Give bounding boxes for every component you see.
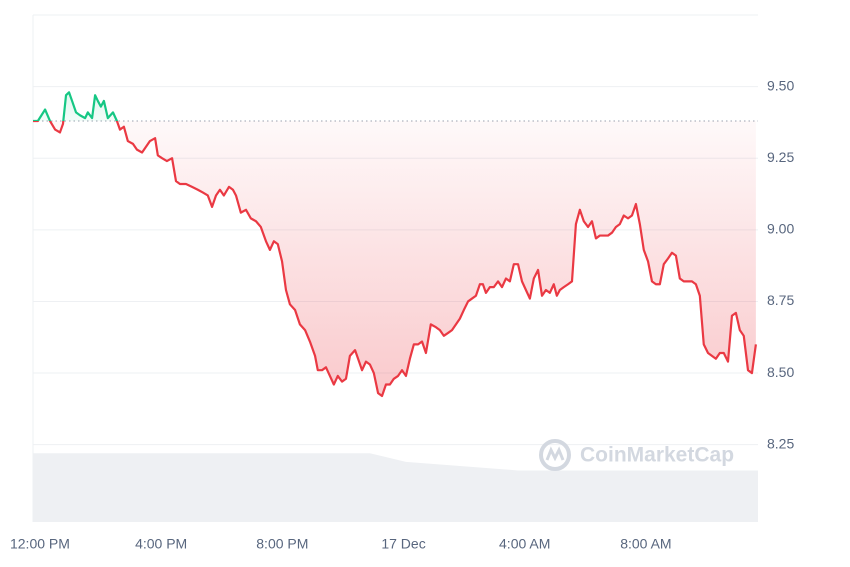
y-tick-label: 9.00	[767, 221, 794, 237]
y-tick-label: 8.25	[767, 435, 794, 451]
x-tick-label: 4:00 PM	[135, 536, 187, 552]
watermark-logo	[539, 439, 571, 471]
y-tick-label: 8.50	[767, 364, 794, 380]
y-tick-label: 9.25	[767, 149, 794, 165]
watermark-text: CoinMarketCap	[580, 444, 734, 467]
x-tick-label: 8:00 AM	[620, 536, 671, 552]
y-tick-label: 9.50	[767, 77, 794, 93]
y-tick-label: 8.75	[767, 292, 794, 308]
x-tick-label: 4:00 AM	[499, 536, 550, 552]
x-tick-label: 12:00 PM	[10, 536, 70, 552]
x-tick-label: 8:00 PM	[256, 536, 308, 552]
watermark-logo	[545, 446, 565, 462]
price-line	[33, 91, 757, 398]
price-area	[33, 92, 756, 396]
volume-area	[33, 453, 758, 522]
x-tick-label: 17 Dec	[381, 536, 425, 552]
watermark: CoinMarketCap	[539, 439, 734, 471]
